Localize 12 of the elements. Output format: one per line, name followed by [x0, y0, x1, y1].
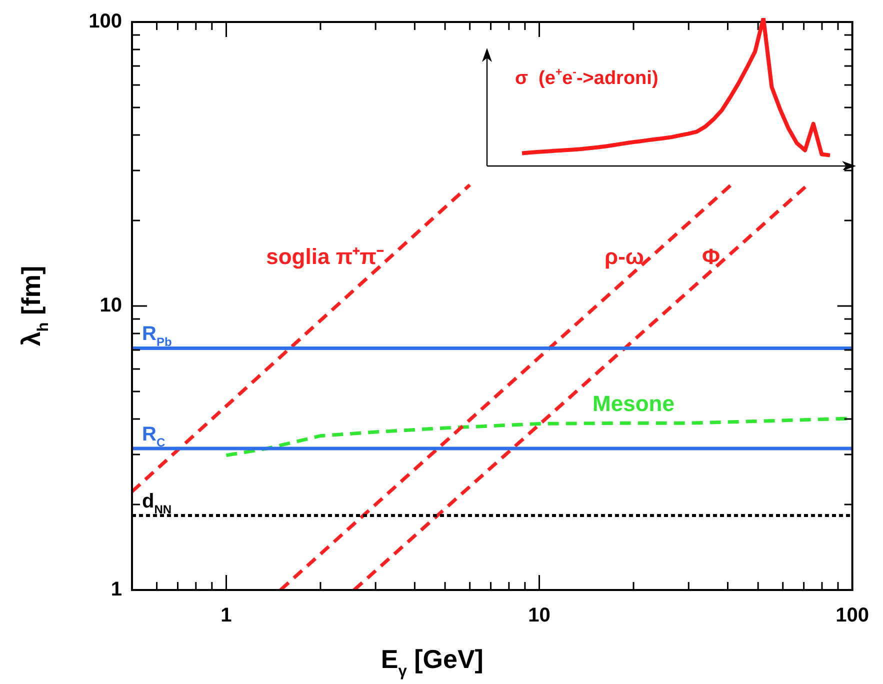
series-label: Φ — [702, 244, 720, 269]
y-tick-label: 10 — [100, 294, 122, 317]
y-axis-title: λh [fm] — [16, 266, 52, 346]
text: σ (e+e-->adroni) — [515, 66, 658, 89]
x-tick-label: 1 — [220, 604, 232, 627]
y-tick-label: 100 — [88, 10, 122, 33]
x-tick-label: 100 — [836, 604, 870, 627]
x-tick-label: 10 — [528, 604, 550, 627]
series-label: ρ-ω — [604, 244, 644, 269]
y-tick-label: 1 — [110, 578, 122, 601]
series-label: Mesone — [592, 391, 674, 416]
series-label: soglia π⁺π⁻ — [266, 244, 385, 269]
